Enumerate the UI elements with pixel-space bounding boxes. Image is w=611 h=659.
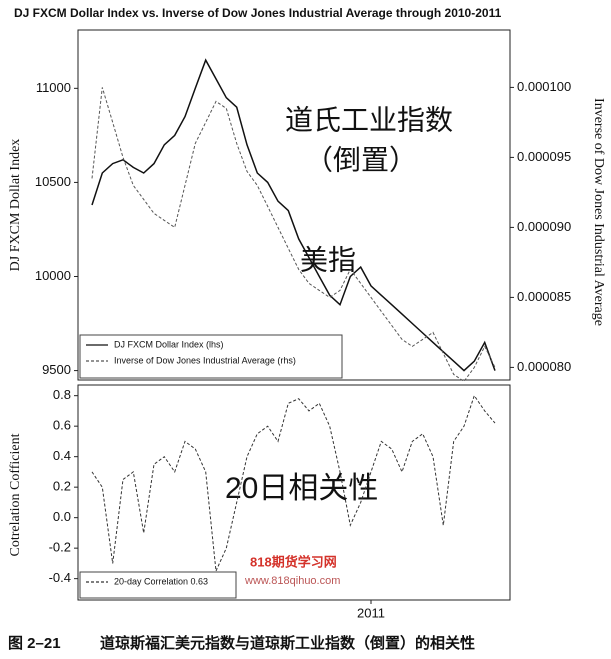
plot-frame: [77, 29, 511, 381]
annotation: （倒置）: [305, 144, 417, 175]
y-axis-label: Cotrelation Cofficient: [8, 433, 23, 556]
line-series: [91, 394, 496, 573]
y-tick-label: -0.2: [49, 540, 71, 555]
y-tick-label: 0.6: [53, 418, 71, 433]
y-tick-label: 0.8: [53, 387, 71, 402]
legend-label: 20-day Correlation 0.63: [114, 576, 208, 586]
annotation: 道氏工业指数: [285, 104, 453, 135]
y-axis-label: DJ FXCM Dollat Index: [8, 139, 23, 272]
y2-tick-label: 0.000080: [517, 359, 571, 374]
chart-title: DJ FXCM Dollar Index vs. Inverse of Dow …: [14, 6, 502, 20]
x-tick-label: 2011: [357, 605, 385, 620]
watermark: 818期货学习网: [250, 554, 337, 569]
line-series: [91, 87, 496, 383]
watermark: www.818qihuo.com: [244, 575, 340, 587]
y-tick-label: 0.0: [53, 509, 71, 524]
annotation: 20日相关性: [225, 472, 378, 505]
y2-tick-label: 0.000090: [517, 219, 571, 234]
caption-number: 图 2–21: [8, 635, 61, 652]
legend-label: Inverse of Dow Jones Industrial Average …: [114, 355, 296, 365]
line-series: [91, 58, 496, 372]
y-tick-label: 11000: [36, 80, 71, 95]
y-tick-label: 10500: [35, 174, 71, 189]
caption: 道琼斯福汇美元指数与道琼斯工业指数（倒置）的相关性: [100, 634, 475, 652]
legend-box: [79, 571, 237, 599]
legend-label: DJ FXCM Dollar Index (lhs): [114, 339, 224, 349]
y-tick-label: 0.2: [53, 479, 71, 494]
annotation: 美指: [300, 244, 356, 275]
y-tick-label: 9500: [42, 362, 71, 377]
y2-axis-label: Inverse of Dow Jones Industrial Average: [591, 98, 606, 326]
y-tick-label: 10000: [35, 268, 71, 283]
y2-tick-label: 0.000095: [517, 149, 571, 164]
plot-frame: [77, 384, 511, 601]
y2-tick-label: 0.000100: [517, 79, 571, 94]
y-tick-label: -0.4: [49, 570, 71, 585]
y2-tick-label: 0.000085: [517, 289, 571, 304]
legend-box: [79, 334, 343, 379]
y-tick-label: 0.4: [53, 448, 71, 463]
